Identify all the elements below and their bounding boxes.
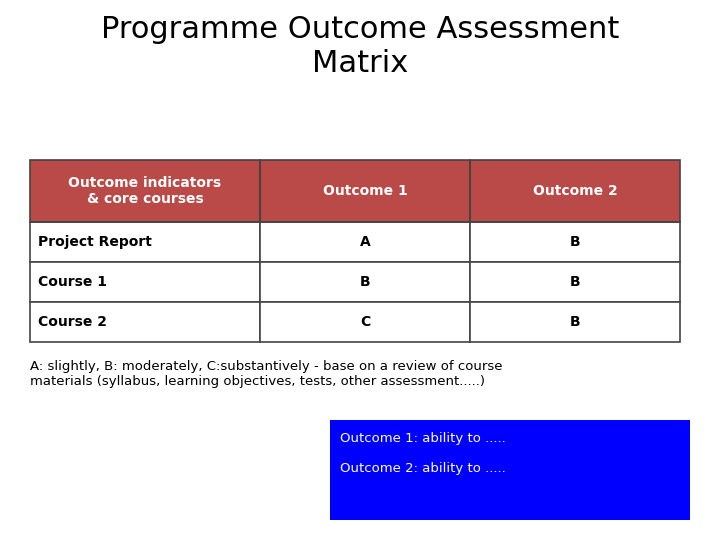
Bar	[30, 160, 260, 222]
Text: Outcome indicators
& core courses: Outcome indicators & core courses	[68, 176, 222, 206]
Text: Project Report: Project Report	[38, 235, 152, 249]
Bar	[470, 262, 680, 302]
Text: C: C	[360, 315, 370, 329]
Text: Course 1: Course 1	[38, 275, 107, 289]
Bar	[330, 420, 690, 520]
Text: B: B	[570, 315, 580, 329]
Text: A: A	[359, 235, 370, 249]
Text: B: B	[570, 275, 580, 289]
Text: Outcome 2: Outcome 2	[533, 184, 617, 198]
Text: Course 2: Course 2	[38, 315, 107, 329]
Bar	[470, 222, 680, 262]
Bar	[470, 160, 680, 222]
Bar	[30, 302, 260, 342]
Text: B: B	[360, 275, 370, 289]
Text: Programme Outcome Assessment
Matrix: Programme Outcome Assessment Matrix	[101, 15, 619, 78]
Text: Outcome 1: Outcome 1	[323, 184, 408, 198]
Bar	[260, 262, 470, 302]
Bar	[30, 160, 680, 222]
Text: A: slightly, B: moderately, C:substantively - base on a review of course
materia: A: slightly, B: moderately, C:substantiv…	[30, 360, 503, 388]
Bar	[470, 302, 680, 342]
Bar	[260, 302, 470, 342]
Text: Outcome 1: ability to .....

Outcome 2: ability to .....: Outcome 1: ability to ..... Outcome 2: a…	[340, 432, 505, 475]
Bar	[260, 222, 470, 262]
Bar	[260, 160, 470, 222]
Bar	[30, 222, 260, 262]
Bar	[30, 262, 260, 302]
Text: B: B	[570, 235, 580, 249]
